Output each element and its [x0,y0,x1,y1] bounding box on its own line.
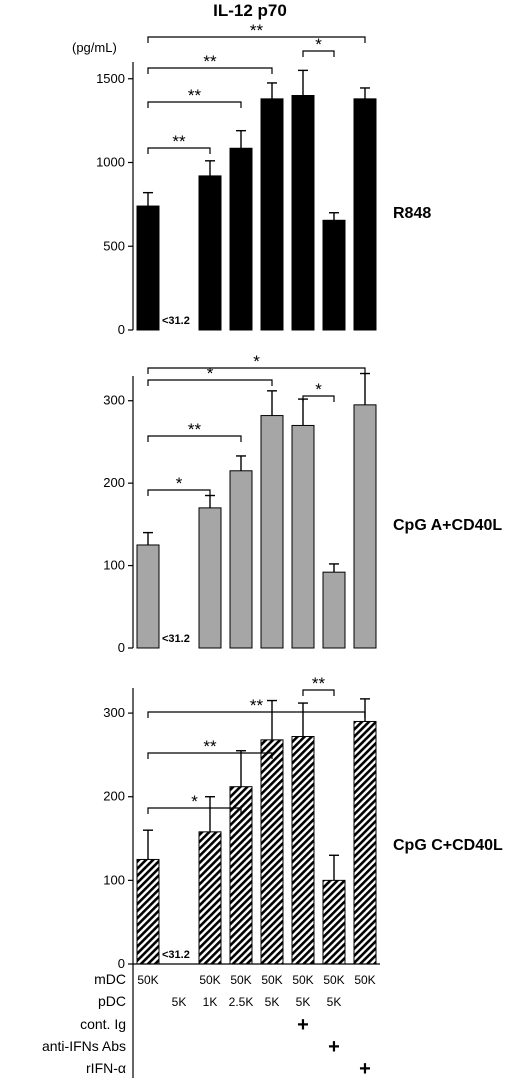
condition-plus-mark: + [359,1058,371,1080]
significance-bracket [147,752,273,759]
bar [291,424,315,649]
condition-row-label: cont. Ig [80,1016,126,1032]
significance-bracket [147,147,211,154]
condition-table: mDC 50K 50K 50K 50K 50K 50K 50K pDC 5K 1K 2.5K 5K 5K 5… [42,963,380,1080]
condition-row-label: anti-IFNs Abs [42,1038,126,1054]
significance-label: ** [188,86,202,105]
condition-cell: 50K [261,973,282,987]
below-detection-label: <31.2 [162,949,190,961]
bar [198,831,222,965]
significance-label: * [207,364,214,383]
bar [260,739,284,965]
y-tick-label: 1000 [96,155,125,170]
condition-plus-mark: + [328,1036,340,1058]
significance-bracket [147,489,211,496]
y-tick-label: 0 [118,956,125,971]
significance-bracket [147,67,273,74]
bar [260,98,284,331]
bar [260,415,284,649]
significance-bracket [147,379,273,386]
bar [353,720,377,965]
bar [136,858,160,965]
bar [353,98,377,331]
y-tick-label: 200 [103,789,125,804]
condition-cell: 5K [265,995,280,1009]
condition-row-label: mDC [94,971,126,987]
condition-cell: 1K [203,995,218,1009]
significance-bracket [147,36,366,43]
chart-panels: 050010001500<31.2*********R8480100200300… [96,21,503,971]
condition-cell: 50K [137,973,158,987]
significance-bracket [147,101,242,108]
significance-label: ** [312,674,326,693]
significance-label: ** [203,52,217,71]
y-tick-label: 500 [103,238,125,253]
significance-bracket [147,807,242,814]
condition-cell: 50K [323,973,344,987]
significance-label: * [315,380,322,399]
bar [291,736,315,965]
significance-label: ** [203,737,217,756]
y-tick-label: 1500 [96,71,125,86]
significance-label: ** [172,132,186,151]
y-tick-label: 200 [103,475,125,490]
panel-label: R848 [393,205,431,222]
significance-label: * [176,474,183,493]
bar [353,404,377,649]
significance-bracket [147,367,366,374]
bar [136,544,160,649]
condition-cell: 2.5K [229,995,254,1009]
significance-bracket [302,50,335,57]
condition-row-label: rIFN-α [86,1060,126,1076]
significance-label: ** [250,696,264,715]
below-detection-label: <31.2 [162,315,190,327]
y-tick-label: 100 [103,558,125,573]
bar [229,147,253,331]
condition-cell: 50K [292,973,313,987]
significance-bracket [147,711,366,718]
y-tick-label: 300 [103,393,125,408]
condition-row-label: pDC [98,993,126,1009]
condition-cell: 50K [230,973,251,987]
y-tick-label: 0 [118,322,125,337]
condition-cell: 50K [199,973,220,987]
condition-cell: 5K [327,995,342,1009]
figure-title: IL-12 p70 [213,1,287,20]
bar [229,470,253,649]
bar [291,95,315,331]
significance-bracket [147,435,242,442]
y-tick-label: 0 [118,640,125,655]
below-detection-label: <31.2 [162,633,190,645]
significance-bracket [302,395,335,402]
bar [198,175,222,331]
significance-label: ** [250,21,264,40]
significance-label: * [191,792,198,811]
condition-cell: 5K [172,995,187,1009]
bar [198,507,222,649]
condition-plus-mark: + [297,1014,309,1036]
bar [322,571,346,649]
panel-label: CpG A+CD40L [393,517,502,534]
condition-cell: 50K [354,973,375,987]
significance-label: ** [188,420,202,439]
significance-label: * [253,352,260,371]
condition-cell: 5K [296,995,311,1009]
y-tick-label: 100 [103,872,125,887]
significance-bracket [302,689,335,696]
y-tick-label: 300 [103,705,125,720]
y-unit-label: (pg/mL) [72,40,117,55]
panel-label: CpG C+CD40L [393,837,503,854]
bar [322,219,346,331]
significance-label: * [315,35,322,54]
bar [322,879,346,965]
bar [136,205,160,331]
